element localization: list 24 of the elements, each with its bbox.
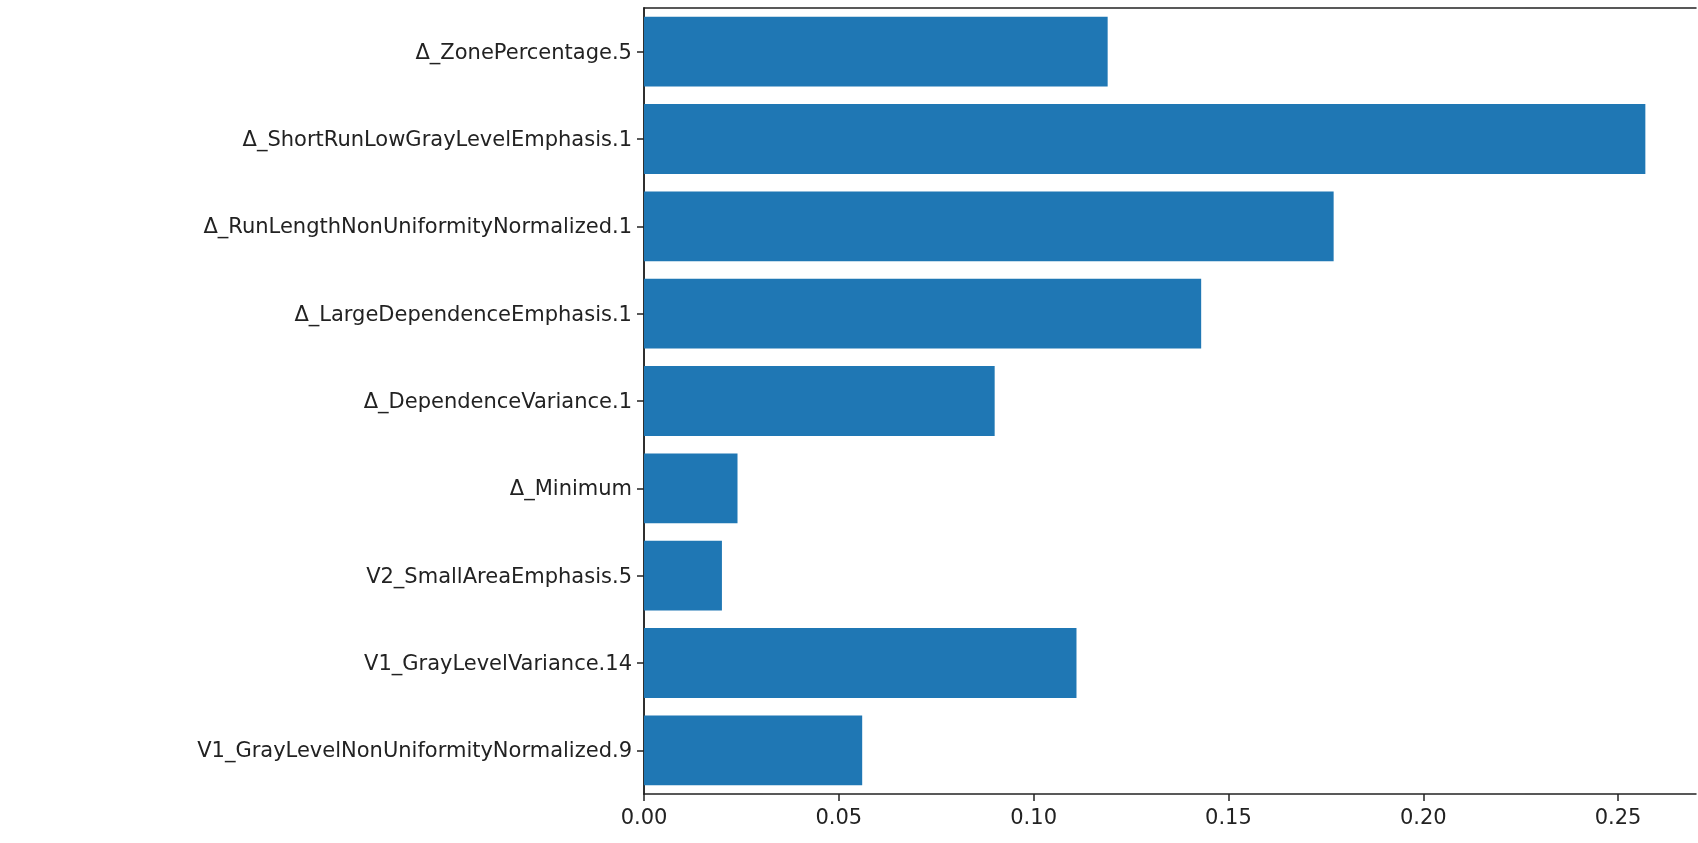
y-tick-label: V1_GrayLevelVariance.14 xyxy=(364,651,632,676)
y-tick-label: Δ_ZonePercentage.5 xyxy=(415,39,632,65)
bar xyxy=(644,278,1202,349)
y-tick-label: V2_SmallAreaEmphasis.5 xyxy=(366,563,632,589)
bar xyxy=(644,191,1334,262)
bar xyxy=(644,366,995,436)
y-tick-label: V1_GrayLevelNonUniformityNormalized.9 xyxy=(197,738,632,764)
y-tick-label: Δ_RunLengthNonUniformityNormalized.1 xyxy=(203,214,632,240)
y-tick-label: Δ_Minimum xyxy=(509,476,632,502)
x-tick-label: 0.00 xyxy=(620,804,668,829)
bar xyxy=(644,104,1646,174)
x-tick-label: 0.20 xyxy=(1399,804,1447,829)
bar xyxy=(644,540,722,611)
y-tick-label: Δ_LargeDependenceEmphasis.1 xyxy=(294,301,632,327)
x-tick-label: 0.10 xyxy=(1010,804,1058,829)
x-tick-label: 0.25 xyxy=(1594,804,1642,829)
bar xyxy=(644,715,863,786)
bar xyxy=(644,628,1077,698)
y-tick-label: Δ_ShortRunLowGrayLevelEmphasis.1 xyxy=(242,127,632,152)
y-tick-label: Δ_DependenceVariance.1 xyxy=(363,389,632,414)
x-tick-label: 0.15 xyxy=(1205,804,1252,829)
bar xyxy=(644,16,1108,87)
bar xyxy=(644,453,738,524)
x-tick-label: 0.05 xyxy=(815,804,863,829)
